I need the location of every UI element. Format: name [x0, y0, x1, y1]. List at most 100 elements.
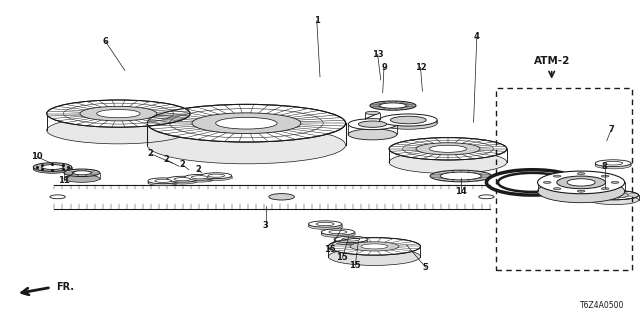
Ellipse shape: [33, 163, 72, 172]
Ellipse shape: [429, 145, 467, 152]
Ellipse shape: [361, 244, 388, 249]
Ellipse shape: [201, 175, 232, 180]
Text: 15: 15: [337, 253, 348, 262]
Ellipse shape: [577, 172, 585, 174]
Ellipse shape: [440, 172, 481, 180]
Ellipse shape: [64, 169, 100, 177]
Ellipse shape: [155, 179, 172, 182]
Ellipse shape: [334, 236, 367, 243]
Ellipse shape: [595, 160, 631, 167]
Ellipse shape: [308, 221, 342, 227]
Ellipse shape: [416, 143, 480, 155]
Text: 5: 5: [422, 263, 429, 272]
Ellipse shape: [148, 180, 179, 186]
Ellipse shape: [557, 176, 605, 189]
Ellipse shape: [479, 195, 494, 199]
Ellipse shape: [184, 174, 215, 180]
Ellipse shape: [47, 100, 190, 127]
Ellipse shape: [380, 103, 406, 108]
Ellipse shape: [216, 117, 277, 129]
Ellipse shape: [72, 171, 92, 175]
Ellipse shape: [64, 175, 100, 182]
Ellipse shape: [389, 138, 507, 160]
Ellipse shape: [329, 230, 347, 234]
Ellipse shape: [147, 104, 346, 142]
Ellipse shape: [50, 195, 65, 199]
Ellipse shape: [577, 190, 585, 192]
Ellipse shape: [604, 161, 623, 165]
Text: 2: 2: [179, 160, 186, 169]
Bar: [496, 88, 632, 270]
Text: 3: 3: [263, 221, 268, 230]
Ellipse shape: [348, 129, 397, 140]
Ellipse shape: [380, 114, 437, 126]
Ellipse shape: [328, 238, 420, 255]
Text: 11: 11: [58, 176, 70, 185]
Text: 15: 15: [349, 261, 361, 270]
Text: 12: 12: [415, 63, 426, 72]
Text: 13: 13: [372, 50, 383, 59]
Ellipse shape: [430, 170, 492, 182]
Text: 4: 4: [474, 32, 480, 41]
Text: 9: 9: [381, 63, 387, 72]
Text: 2: 2: [195, 165, 202, 174]
Ellipse shape: [348, 119, 397, 130]
Ellipse shape: [33, 164, 72, 173]
Text: FR.: FR.: [56, 282, 74, 292]
Ellipse shape: [601, 175, 609, 177]
Ellipse shape: [42, 164, 63, 170]
Text: 15: 15: [324, 245, 335, 254]
Text: T6Z4A0500: T6Z4A0500: [580, 301, 624, 310]
Ellipse shape: [97, 109, 140, 118]
Ellipse shape: [350, 242, 399, 251]
Text: 2: 2: [163, 156, 170, 164]
Ellipse shape: [538, 171, 625, 194]
Ellipse shape: [389, 151, 507, 173]
Ellipse shape: [590, 191, 639, 200]
Ellipse shape: [269, 194, 294, 200]
Ellipse shape: [167, 178, 198, 184]
Text: ATM-2: ATM-2: [534, 56, 570, 66]
Ellipse shape: [554, 175, 561, 177]
Ellipse shape: [201, 173, 232, 179]
Text: 7: 7: [609, 125, 614, 134]
Ellipse shape: [308, 223, 342, 229]
Text: 8: 8: [602, 162, 607, 171]
Ellipse shape: [334, 238, 367, 245]
Text: 2: 2: [147, 149, 154, 158]
Ellipse shape: [601, 188, 609, 189]
Ellipse shape: [316, 222, 334, 226]
Ellipse shape: [607, 194, 622, 197]
Ellipse shape: [342, 238, 360, 241]
Ellipse shape: [80, 106, 157, 121]
Ellipse shape: [390, 116, 426, 124]
Ellipse shape: [554, 188, 561, 189]
Ellipse shape: [328, 248, 420, 265]
Ellipse shape: [611, 181, 619, 183]
Ellipse shape: [600, 193, 628, 198]
Ellipse shape: [47, 116, 190, 144]
Ellipse shape: [590, 196, 639, 204]
Ellipse shape: [148, 178, 179, 184]
Ellipse shape: [208, 174, 225, 177]
Ellipse shape: [147, 126, 346, 164]
Ellipse shape: [595, 162, 631, 169]
Text: 10: 10: [31, 152, 43, 161]
Ellipse shape: [370, 101, 416, 110]
Ellipse shape: [365, 111, 380, 115]
Ellipse shape: [192, 113, 301, 133]
Ellipse shape: [543, 181, 551, 183]
Ellipse shape: [380, 117, 437, 129]
Ellipse shape: [358, 121, 387, 127]
Text: 1: 1: [314, 16, 320, 25]
Text: 14: 14: [455, 188, 467, 196]
Ellipse shape: [167, 176, 198, 182]
Text: 6: 6: [102, 37, 109, 46]
Ellipse shape: [191, 176, 208, 179]
Ellipse shape: [321, 231, 355, 237]
Ellipse shape: [567, 179, 595, 186]
Ellipse shape: [174, 178, 191, 181]
Ellipse shape: [538, 180, 625, 203]
Ellipse shape: [321, 229, 355, 235]
Ellipse shape: [184, 176, 215, 182]
